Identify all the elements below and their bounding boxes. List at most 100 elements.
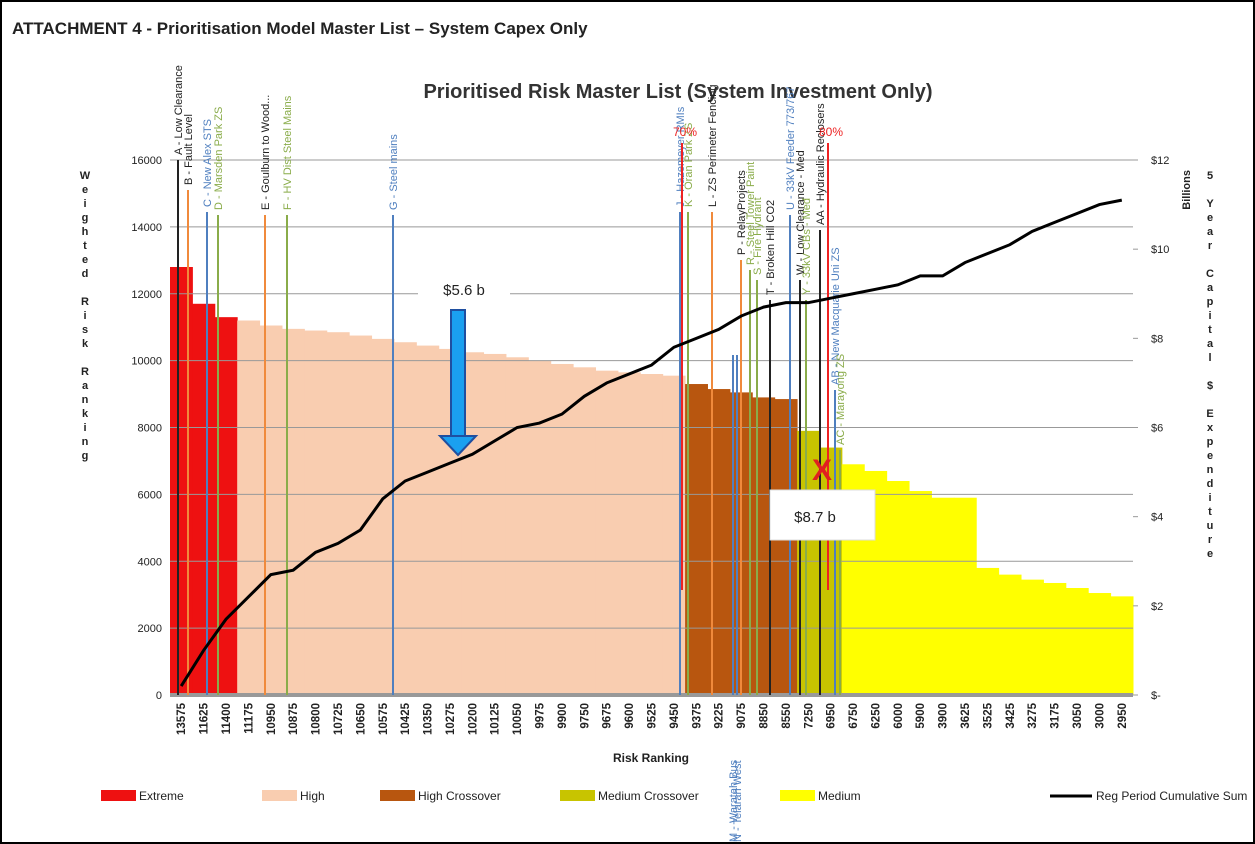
legend-label: High Crossover	[418, 789, 501, 803]
y2-tick-label: $8	[1151, 333, 1163, 345]
header: ATTACHMENT 4 - Prioritisation Model Mast…	[12, 19, 588, 38]
marker-label: S - Fire Hydrant	[752, 197, 764, 275]
marker-label: R - Steel Tower Paint	[745, 162, 757, 265]
x-tick-label: 6250	[870, 703, 882, 729]
x-tick-label: 3625	[960, 702, 972, 728]
legend-swatch	[101, 790, 136, 801]
bar	[259, 325, 283, 695]
x-tick-label: 10050	[512, 703, 524, 735]
bar	[707, 389, 731, 695]
marker-label: A - Low Clearance	[173, 65, 185, 155]
x-tick-label: 10350	[423, 703, 435, 735]
x-tick-label: 11175	[243, 702, 255, 733]
legend-swatch	[380, 790, 415, 801]
annotation-x: X	[812, 454, 832, 487]
bar	[685, 384, 708, 695]
x-tick-label: 3900	[938, 703, 950, 729]
x-tick-label: 5900	[915, 703, 927, 729]
bar	[931, 497, 955, 695]
x-tick-label: 10125	[490, 702, 502, 735]
cumulative-line	[179, 198, 1123, 687]
x-tick-label: 9750	[579, 703, 591, 729]
y-tick-label: 0	[156, 690, 162, 702]
y-axis-label: Weighted Risk Ranking	[79, 170, 91, 464]
marker-label: AA - Hydraulic Reclosers	[815, 103, 827, 225]
bar	[573, 367, 597, 695]
bar	[953, 497, 977, 695]
y2-tick-label: $-	[1151, 690, 1161, 702]
x-tick-label: 8850	[758, 703, 770, 729]
x-axis-label: Risk Ranking	[613, 751, 689, 765]
y2-axis-label: 5 Year Capital $ Expenditure	[1204, 170, 1216, 562]
bar	[192, 303, 216, 695]
x-tick-label: 6000	[893, 703, 905, 729]
x-tick-label: 3050	[1072, 703, 1084, 729]
bar	[393, 342, 417, 695]
chart-title: Prioritised Risk Master List (System Inv…	[423, 81, 932, 103]
marker-label: G - Steel mains	[388, 134, 400, 210]
marker-label: M - Waratah Bus	[728, 759, 740, 842]
x-tick-label: 3000	[1094, 703, 1106, 729]
x-tick-label: 10575	[378, 702, 390, 735]
x-tick-label: 10275	[445, 702, 457, 735]
x-tick-label: 9075	[736, 702, 748, 728]
x-tick-label: 10650	[355, 703, 367, 735]
bar	[237, 320, 261, 695]
bar	[281, 328, 305, 695]
x-tick-label: 10800	[311, 703, 323, 735]
marker-label: B - Fault Level	[183, 114, 195, 185]
legend-label: High	[300, 789, 325, 803]
x-tick-label: 3175	[1050, 702, 1062, 728]
x-tick-label: 9975	[535, 702, 547, 728]
marker-label: D - Marsden Park ZS	[213, 107, 225, 210]
y-tick-label: 16000	[131, 155, 162, 167]
legend-label: Medium	[818, 789, 861, 803]
bar	[326, 332, 350, 695]
bar	[752, 397, 776, 695]
annotation-box	[769, 489, 876, 541]
bar	[483, 353, 507, 695]
x-tick-label: 13575	[176, 702, 188, 735]
x-tick-label: 7250	[803, 703, 815, 729]
x-tick-label: 10875	[288, 702, 300, 735]
x-tick-label: 10950	[266, 703, 278, 735]
bar	[214, 317, 238, 695]
x-tick-label: 8550	[781, 703, 793, 729]
marker-label: W - Low Clearance - Med	[795, 150, 807, 275]
marker-label: U - 33kV Feeder 773/767	[785, 86, 797, 210]
x-tick-label: 3425	[1005, 702, 1017, 728]
bar	[1021, 579, 1044, 695]
bar	[1065, 588, 1089, 695]
legend-swatch	[560, 790, 595, 801]
marker-label: F - HV Dist Steel Mains	[282, 95, 294, 210]
threshold-label: 80%	[819, 125, 843, 139]
arrow-shaft	[450, 309, 466, 439]
bar	[640, 374, 664, 695]
x-tick-label: 10200	[467, 703, 479, 735]
y-tick-label: 12000	[131, 289, 162, 301]
y-tick-label: 4000	[138, 556, 162, 568]
y-tick-label: 8000	[138, 423, 162, 435]
bar	[774, 399, 798, 695]
y2-tick-label: $10	[1151, 244, 1169, 256]
y-tick-label: 6000	[138, 489, 162, 501]
y2-unit: Billions	[1181, 170, 1193, 210]
bar	[349, 335, 373, 695]
y2-tick-label: $6	[1151, 423, 1163, 435]
legend-label: Medium Crossover	[598, 789, 699, 803]
marker-label: N - Telarah West	[732, 760, 744, 842]
y-tick-label: 14000	[131, 222, 162, 234]
marker-label: K - Oran Park ZS	[683, 123, 695, 207]
x-tick-label: 3525	[982, 702, 994, 728]
annotation: $8.7 b	[794, 509, 836, 526]
marker-label: T - Broken Hill CO2	[765, 200, 777, 295]
arrow-head	[437, 435, 479, 457]
annotation: $5.6 b	[443, 282, 485, 299]
bar	[595, 370, 619, 695]
legend-label: Extreme	[139, 789, 184, 803]
x-tick-label: 6750	[848, 703, 860, 729]
bar	[1043, 582, 1067, 695]
x-tick-label: 6950	[826, 703, 838, 729]
x-tick-label: 9225	[714, 702, 726, 728]
bar	[304, 330, 328, 695]
